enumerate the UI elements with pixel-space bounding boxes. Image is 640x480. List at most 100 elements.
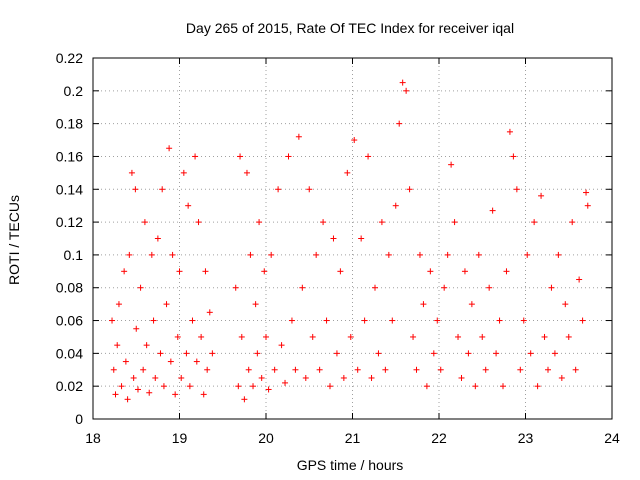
data-point <box>358 235 365 242</box>
data-point <box>146 389 153 396</box>
data-point <box>489 207 496 214</box>
data-point <box>265 386 272 393</box>
data-point <box>288 317 295 324</box>
data-point <box>130 374 137 381</box>
data-point <box>243 169 250 176</box>
data-point <box>132 186 139 193</box>
data-point <box>584 202 591 209</box>
data-point <box>392 202 399 209</box>
data-point <box>134 386 141 393</box>
data-point <box>169 251 176 258</box>
data-point <box>152 374 159 381</box>
y-tick-label: 0.04 <box>56 345 83 361</box>
y-tick-label: 0.14 <box>56 181 83 197</box>
data-point <box>302 374 309 381</box>
data-point <box>252 301 259 308</box>
data-point <box>166 145 173 152</box>
data-point <box>271 366 278 373</box>
data-point <box>531 219 538 226</box>
y-tick-label: 0.2 <box>64 83 84 99</box>
x-tick-label: 18 <box>85 430 101 446</box>
data-point <box>202 268 209 275</box>
x-axis-label: GPS time / hours <box>297 457 404 473</box>
data-point <box>174 333 181 340</box>
y-tick-label: 0.22 <box>56 50 83 66</box>
data-point <box>403 87 410 94</box>
data-point <box>344 169 351 176</box>
data-point <box>458 374 465 381</box>
y-tick-label: 0.08 <box>56 280 83 296</box>
data-point <box>517 366 524 373</box>
y-tick-label: 0 <box>75 411 83 427</box>
data-point <box>295 133 302 140</box>
data-point <box>258 374 265 381</box>
y-tick-label: 0.06 <box>56 313 83 329</box>
data-point <box>157 350 164 357</box>
data-point <box>544 366 551 373</box>
data-point <box>232 284 239 291</box>
data-point <box>110 366 117 373</box>
data-point <box>551 350 558 357</box>
data-point <box>167 358 174 365</box>
data-point <box>299 284 306 291</box>
data-point <box>513 186 520 193</box>
data-point <box>163 301 170 308</box>
data-point <box>256 219 263 226</box>
data-point <box>378 219 385 226</box>
data-point <box>541 333 548 340</box>
data-point <box>320 219 327 226</box>
data-point <box>247 251 254 258</box>
data-point <box>413 366 420 373</box>
data-point <box>204 366 211 373</box>
data-point <box>323 317 330 324</box>
data-point <box>368 374 375 381</box>
data-point <box>569 219 576 226</box>
y-axis-label: ROTI / TECUs <box>6 195 22 285</box>
data-point <box>506 128 513 135</box>
data-point <box>465 350 472 357</box>
data-point <box>121 268 128 275</box>
data-point <box>576 276 583 283</box>
data-point <box>209 350 216 357</box>
x-tick-label: 19 <box>172 430 188 446</box>
data-point <box>250 383 257 390</box>
data-point <box>441 284 448 291</box>
data-point <box>316 366 323 373</box>
data-point <box>444 251 451 258</box>
y-tick-label: 0.18 <box>56 116 83 132</box>
data-point <box>365 153 372 160</box>
data-point <box>416 251 423 258</box>
data-point <box>141 219 148 226</box>
data-point <box>128 169 135 176</box>
data-point <box>347 333 354 340</box>
data-point <box>238 333 245 340</box>
data-point <box>333 350 340 357</box>
data-point <box>275 186 282 193</box>
x-tick-labels: 18 19 20 21 22 23 24 <box>85 430 620 446</box>
data-point <box>420 301 427 308</box>
data-point <box>410 333 417 340</box>
data-point <box>340 374 347 381</box>
axis-ticks <box>92 57 613 420</box>
data-point <box>437 366 444 373</box>
y-tick-label: 0.16 <box>56 148 83 164</box>
data-point <box>455 333 462 340</box>
data-point <box>565 333 572 340</box>
data-point <box>558 374 565 381</box>
y-tick-label: 0.1 <box>64 247 84 263</box>
data-point <box>451 219 458 226</box>
y-tick-label: 0.12 <box>56 214 83 230</box>
data-point <box>292 366 299 373</box>
data-point <box>192 153 199 160</box>
data-point <box>150 317 157 324</box>
data-point <box>172 391 179 398</box>
data-point <box>185 202 192 209</box>
data-point <box>137 284 144 291</box>
data-point <box>482 366 489 373</box>
y-tick-label: 0.02 <box>56 378 83 394</box>
data-point <box>122 358 129 365</box>
data-point <box>527 350 534 357</box>
data-point <box>330 235 337 242</box>
data-point <box>285 153 292 160</box>
